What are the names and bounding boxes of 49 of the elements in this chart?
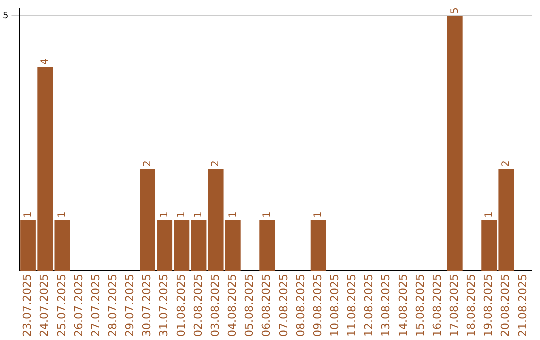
data-label: 1 — [194, 212, 205, 218]
x-tick-label: 03.08.2025 — [208, 274, 222, 338]
x-tick-label: 29.07.2025 — [124, 274, 137, 338]
x-tick-label: 27.07.2025 — [89, 274, 102, 338]
x-tick-label: 19.08.2025 — [482, 274, 496, 338]
bar — [260, 220, 276, 272]
x-tick-label: 26.07.2025 — [72, 274, 86, 338]
x-tick-label: 09.08.2025 — [311, 274, 324, 338]
x-tick-label: 13.08.2025 — [380, 274, 393, 338]
x-tick-label: 05.08.2025 — [243, 274, 256, 338]
x-tick-label: 02.08.2025 — [192, 274, 205, 338]
data-label: 2 — [500, 160, 512, 168]
x-tick-label: 08.08.2025 — [294, 274, 308, 338]
bar — [191, 220, 207, 272]
x-tick-label: 23.07.2025 — [21, 274, 34, 338]
x-tick-label: 24.07.2025 — [38, 274, 52, 338]
data-label: 2 — [142, 160, 154, 168]
x-tick-label: 11.08.2025 — [346, 274, 359, 338]
x-tick-label: 28.07.2025 — [106, 274, 120, 338]
data-label: 1 — [313, 212, 324, 218]
data-label: 4 — [40, 58, 51, 66]
bar — [310, 220, 326, 272]
x-tick-label: 30.07.2025 — [140, 274, 154, 338]
bar — [447, 16, 463, 272]
x-tick-label: 06.08.2025 — [260, 274, 274, 338]
data-label: 1 — [22, 212, 34, 218]
x-tick-label: 04.08.2025 — [226, 274, 240, 338]
data-label: 2 — [210, 160, 222, 168]
x-tick-label: 16.08.2025 — [430, 274, 444, 338]
data-label: 1 — [228, 212, 239, 218]
bar — [174, 220, 190, 272]
data-label: 5 — [450, 8, 461, 14]
data-label: 1 — [176, 212, 188, 218]
x-tick-label: 31.07.2025 — [158, 274, 171, 338]
x-tick-label: 12.08.2025 — [362, 274, 376, 338]
x-tick-label: 15.08.2025 — [414, 274, 427, 338]
x-tick-label: 18.08.2025 — [465, 274, 478, 338]
x-tick-label: 21.08.2025 — [516, 274, 530, 338]
data-label: 1 — [159, 212, 170, 218]
x-tick-label: 25.07.2025 — [55, 274, 68, 338]
x-tick-label: 07.08.2025 — [277, 274, 290, 338]
x-tick-label: 01.08.2025 — [174, 274, 188, 338]
x-tick-label: 14.08.2025 — [396, 274, 410, 338]
data-label: 1 — [484, 212, 495, 218]
x-tick-label: 10.08.2025 — [328, 274, 342, 338]
x-tick-label: 20.08.2025 — [499, 274, 512, 338]
data-label: 1 — [57, 212, 68, 218]
x-tick-label: 17.08.2025 — [448, 274, 462, 338]
data-label: 1 — [262, 212, 273, 218]
